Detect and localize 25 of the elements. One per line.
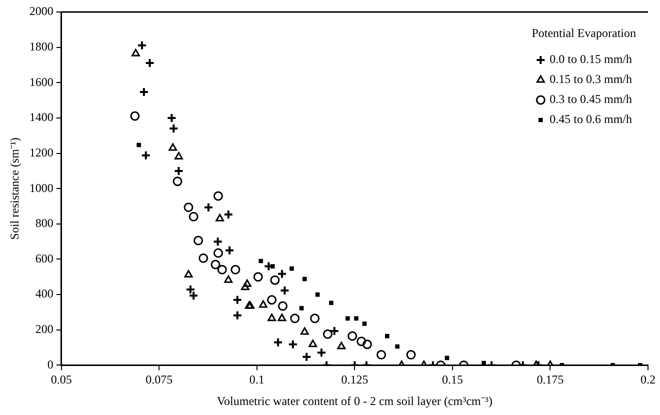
y-tick-label: 1600	[29, 74, 54, 89]
x-tick-label: 0.1	[249, 372, 264, 387]
legend-label: 0.45 to 0.6 mm/h	[550, 112, 632, 126]
x-tick-label: 0.2	[640, 372, 656, 387]
legend-label: 0.0 to 0.15 mm/h	[550, 52, 632, 66]
x-tick-label: 0.125	[341, 372, 368, 387]
y-axis-title: Soil resistance (sm⁻¹)	[7, 137, 22, 240]
x-tick-label: 0.175	[536, 372, 564, 387]
x-tick-label: 0.05	[50, 372, 72, 387]
y-tick-label: 1800	[29, 39, 54, 54]
y-tick-label: 200	[35, 322, 54, 336]
legend-label: 0.15 to 0.3 mm/h	[550, 72, 632, 86]
y-tick-label: 400	[35, 286, 54, 301]
x-tick-label: 0.075	[146, 372, 173, 387]
y-tick-label: 1200	[29, 145, 54, 160]
legend-label: 0.3 to 0.45 mm/h	[550, 92, 632, 106]
legend-title: Potential Evaporation	[532, 26, 636, 40]
x-tick-label: 0.15	[442, 372, 463, 387]
y-tick-label: 600	[35, 251, 54, 266]
y-tick-label: 1000	[29, 180, 54, 195]
y-tick-label: 2000	[29, 4, 54, 18]
y-tick-label: 0	[47, 357, 54, 372]
y-tick-label: 800	[35, 216, 54, 230]
x-axis-title: Volumetric water content of 0 - 2 cm soil layer (cm³cm⁻³)	[216, 394, 492, 408]
y-tick-label: 1400	[29, 110, 54, 124]
